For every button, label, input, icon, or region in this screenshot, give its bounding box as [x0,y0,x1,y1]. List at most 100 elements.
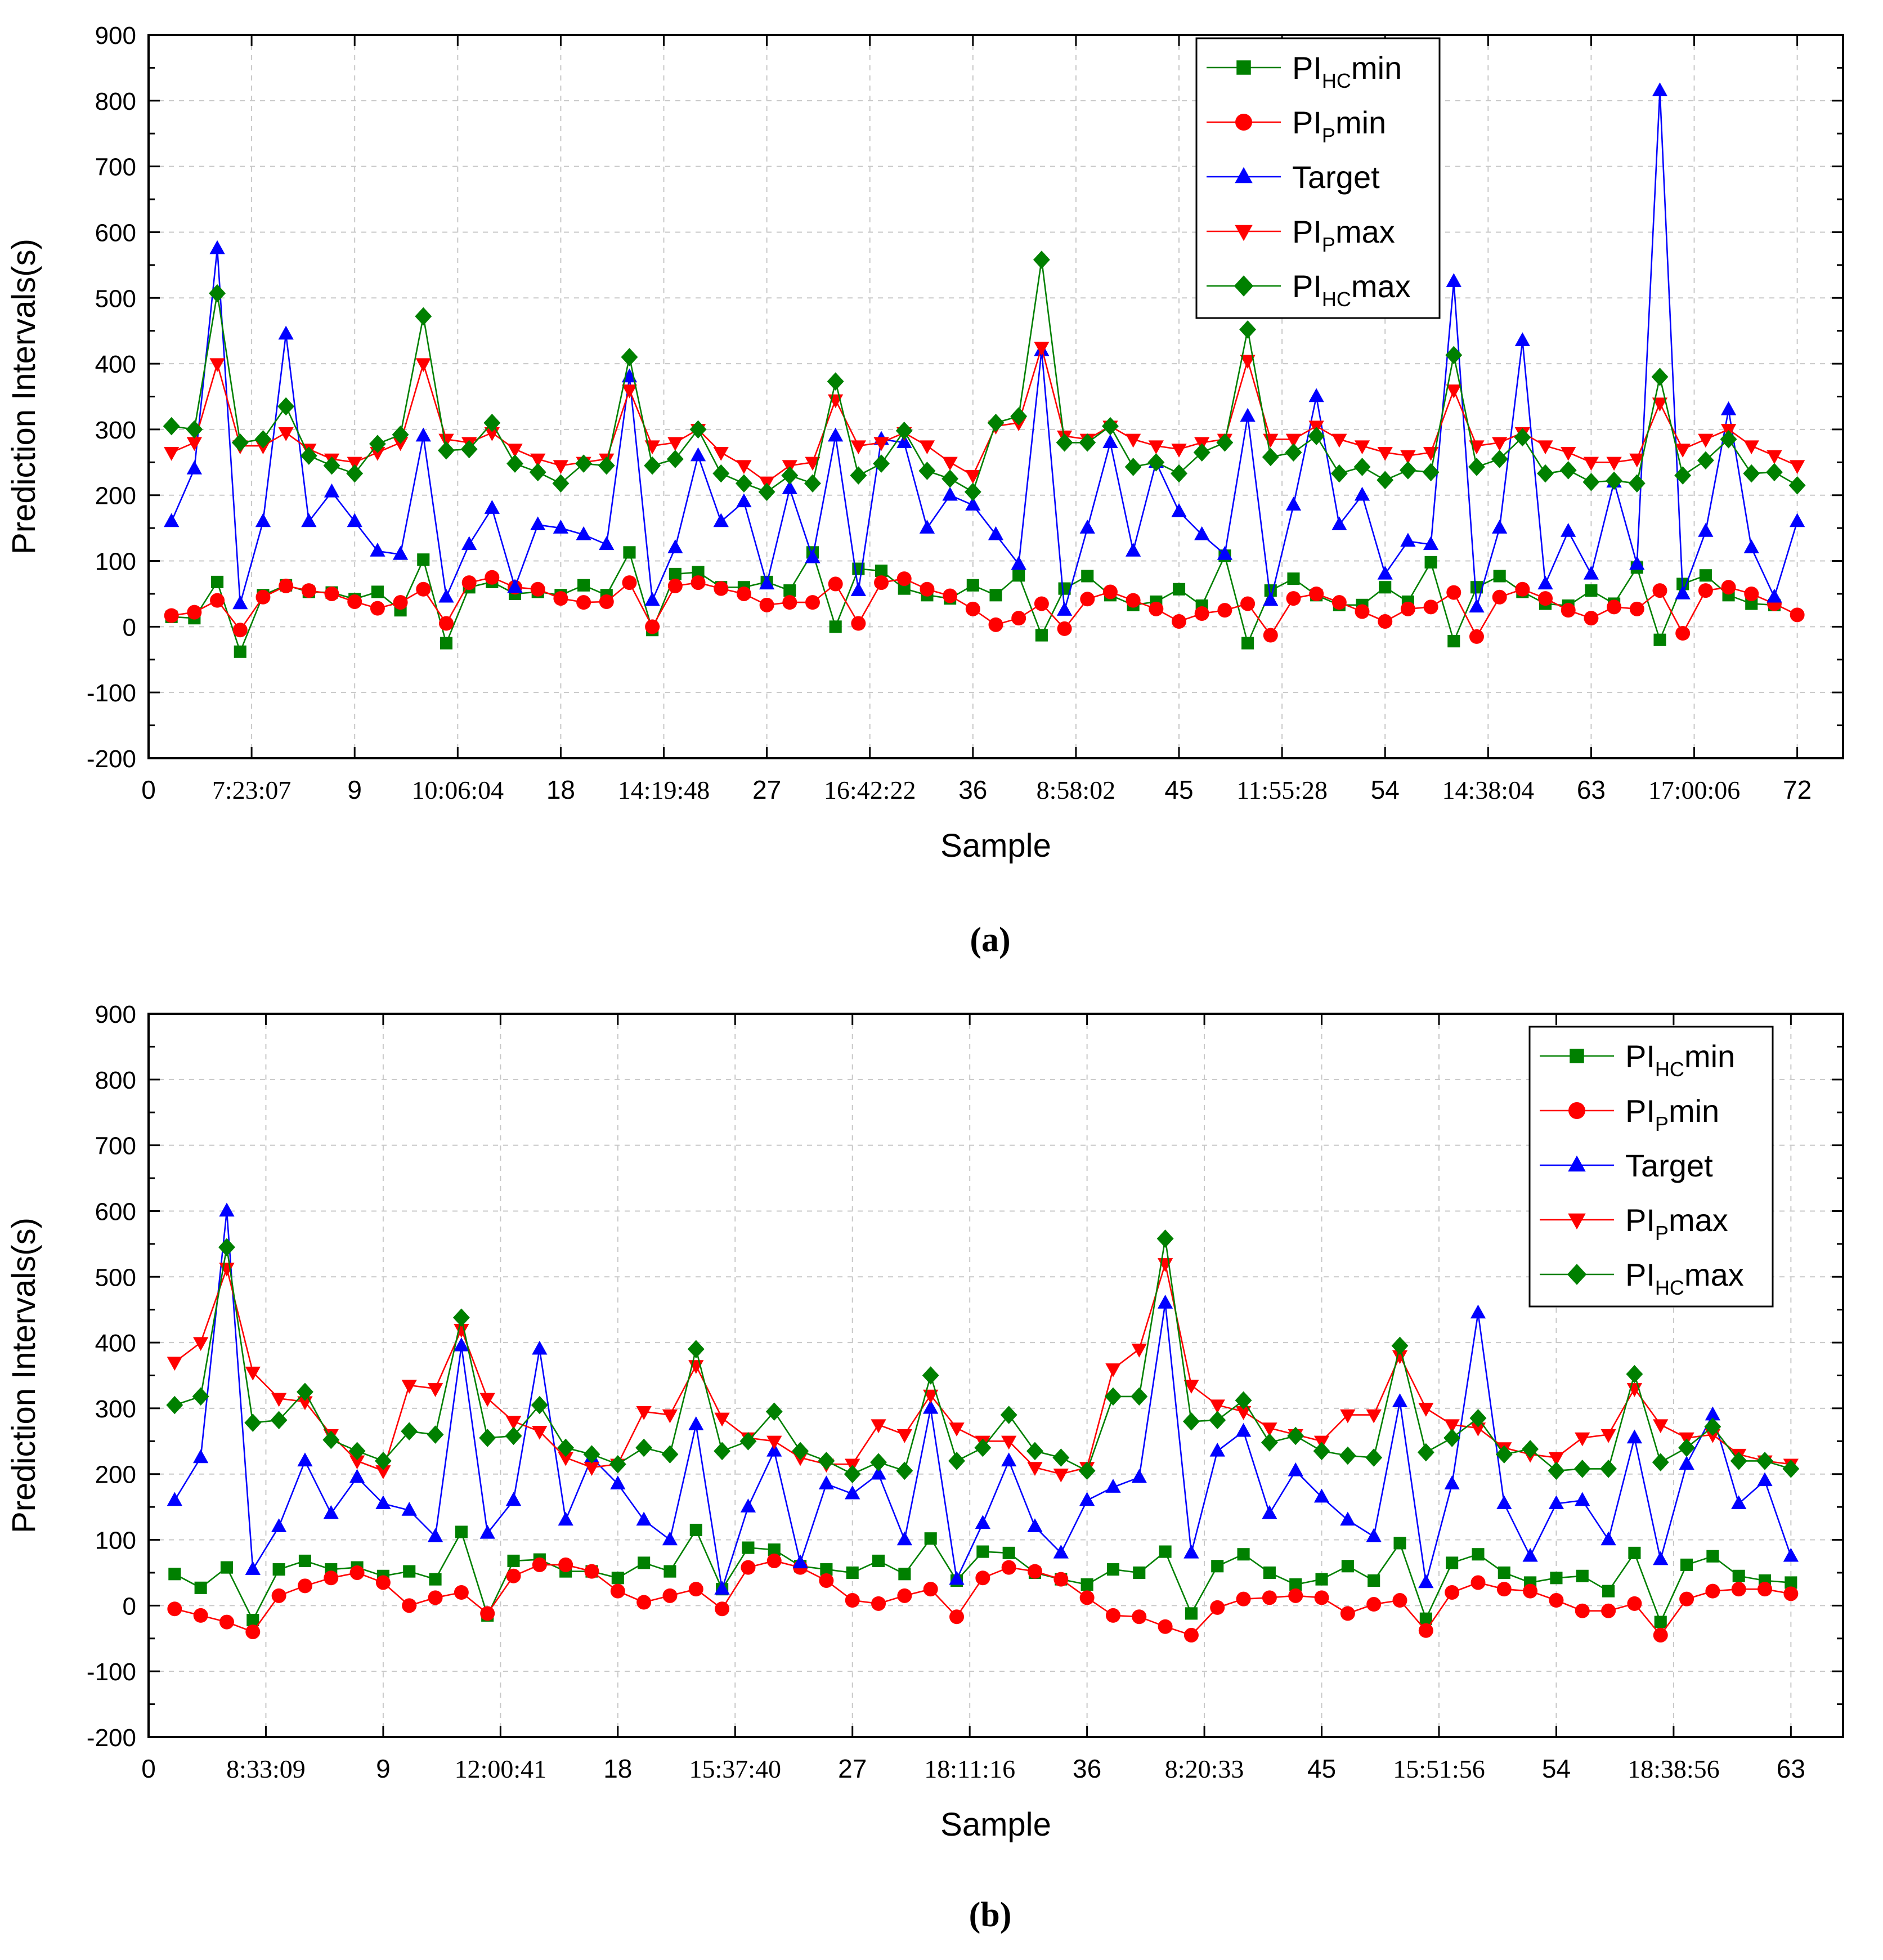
data-point-pipmax [636,1406,652,1420]
data-point-pipmin [715,1601,730,1617]
data-point-pipmin [1210,1600,1225,1615]
data-point-pipmin [1309,586,1324,601]
data-point-pipmax [553,460,569,475]
data-point-pihcmax [1445,346,1463,365]
legend-item-pipmax: PIPmax [1207,214,1395,256]
data-point-pipmax [1561,447,1576,461]
data-point-pihcmax [1156,1229,1174,1248]
data-point-pipmax [167,1357,182,1371]
data-point-pihcmax [1010,407,1028,426]
data-point-pipmin [1378,614,1393,629]
data-point-pipmin [1011,611,1026,626]
data-point-pipmax [1131,1344,1147,1358]
data-point-pihcmax [323,456,340,475]
data-point-pihcmax [452,1308,470,1327]
data-point-pihcmin [820,1563,833,1576]
data-point-pipmin [851,616,866,631]
y-tick-label: -200 [87,745,136,773]
data-point-pihcmin [1315,1573,1328,1586]
data-point-pihcmax [609,1455,626,1474]
data-point-pipmin [1758,1582,1773,1597]
y-axis-title: Prediction Intervals(s) [6,1218,42,1533]
data-point-pihcmin [872,1554,885,1567]
data-point-target [507,579,523,593]
data-point-target [714,1581,730,1595]
data-point-pipmin [1079,1590,1095,1605]
data-point-pihcmin [1289,1578,1302,1591]
data-point-pipmax [401,1380,417,1394]
data-point-pihcmax [1285,443,1302,462]
series-pipmin [164,570,1805,644]
legend-label-base: PI [1625,1257,1655,1292]
legend-label-subscript: P [1655,1112,1669,1135]
data-point-pipmin [558,1557,573,1572]
data-point-pipmin [988,617,1003,632]
data-point-pihcmax [1262,448,1279,467]
data-point-pihcmax [529,463,546,482]
data-point-pihcmax [1765,463,1783,482]
data-point-target [1575,1492,1590,1506]
data-point-target [662,1531,678,1546]
data-point-pipmin [1496,1582,1512,1597]
data-point-pihcmax [163,417,180,436]
data-point-pipmin [949,1609,965,1625]
legend-label: Target [1292,159,1380,195]
legend-item-pihcmax: PIHCmax [1540,1257,1744,1299]
data-point-pipmax [1492,437,1508,451]
data-point-pipmin [1314,1590,1329,1605]
data-point-pihcmax [1443,1429,1461,1447]
data-point-pihcmax [1078,1461,1096,1480]
data-point-pipmin [1400,601,1415,616]
data-point-pihcmin [1419,1612,1432,1625]
data-point-pipmax [1418,1403,1434,1417]
data-point-pihcmin [669,567,682,580]
data-point-pipmax [415,358,431,373]
data-point-pihcmin [577,579,590,592]
data-point-pipmax [1105,1363,1121,1377]
data-point-pipmax [736,460,752,475]
data-point-target [949,1570,965,1585]
data-point-pihcmin [1081,1578,1093,1591]
data-point-pihcmax [296,1382,313,1401]
legend-label-base: PI [1625,1039,1655,1074]
legend-label-base: PI [1292,214,1322,249]
data-point-pipmin [1575,1603,1590,1618]
data-point-pipmin [576,595,591,610]
y-tick-label: 500 [95,1264,136,1291]
data-point-target [805,549,821,563]
data-point-pihcmax [346,464,364,483]
data-point-pipmin [1470,1575,1486,1590]
y-tick-label: -100 [87,679,136,707]
data-point-pipmax [392,437,409,451]
data-point-target [965,496,981,511]
data-point-pihcmax [804,474,821,493]
data-point-pihcmax [1182,1412,1200,1431]
data-point-pipmin [454,1585,469,1600]
legend-marker-pipmin [1568,1102,1585,1119]
data-point-pihcmin [768,1543,781,1556]
y-tick-label: 400 [95,351,136,378]
data-point-pihcmax [758,482,775,502]
data-point-pihcmax [895,421,913,440]
data-point-pihcmax [1193,443,1210,462]
data-point-pihcmin [429,1573,442,1586]
data-point-pihcmax [348,1442,366,1461]
data-point-pipmin [393,595,408,610]
data-point-pihcmin [989,589,1002,602]
data-point-pipmax [766,1435,782,1450]
data-point-pihcmax [552,474,570,493]
data-point-pipmax [1027,1462,1043,1476]
data-point-pipmin [1790,607,1805,623]
data-point-target [610,1475,626,1489]
data-point-pihcmax [1606,471,1623,490]
data-point-target [1194,526,1210,540]
data-point-pihcmax [218,1238,235,1256]
x-tick-label: 16:42:22 [824,776,916,804]
data-point-pipmin [1731,1582,1746,1597]
data-point-pihcmax [209,284,226,303]
x-tick-label: 18:11:16 [924,1755,1015,1783]
data-point-pihcmin [1379,581,1392,594]
data-point-pihcmin [1602,1585,1615,1597]
data-point-target [1492,520,1508,534]
data-point-pihcmax [661,1445,679,1464]
